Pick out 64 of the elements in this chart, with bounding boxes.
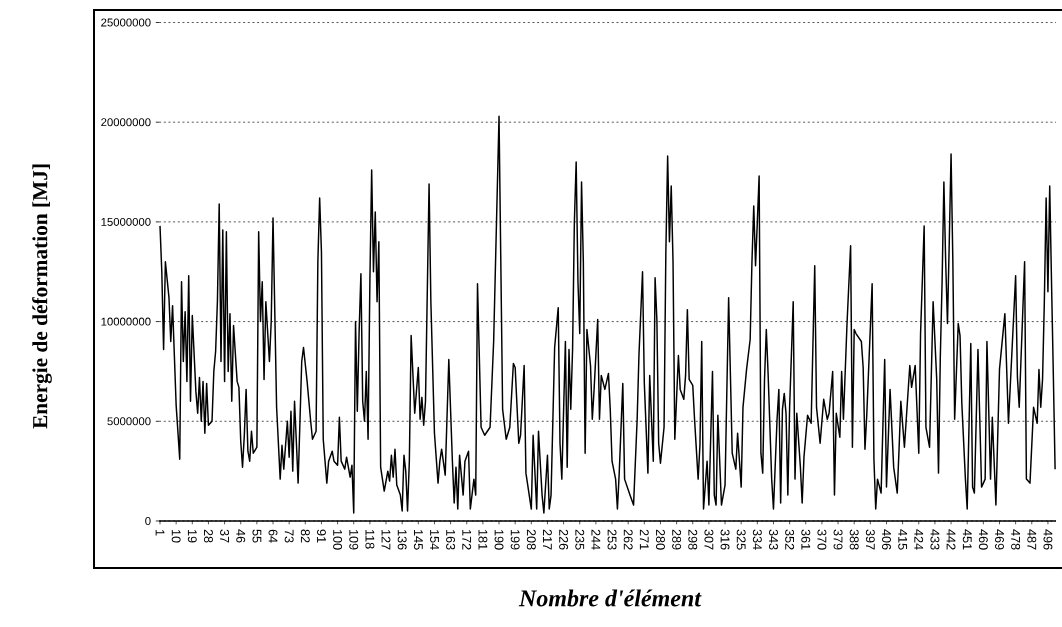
x-tick-label: 172: [462, 529, 472, 550]
x-tick-label: 460: [978, 529, 988, 550]
x-tick-label: 55: [252, 529, 262, 543]
x-tick-label: 406: [882, 529, 891, 550]
x-tick-label: 208: [526, 529, 536, 550]
x-tick-label: 217: [543, 529, 552, 550]
x-tick-label: 118: [365, 529, 375, 549]
x-tick-label: 253: [607, 529, 617, 550]
x-tick-label: 10: [171, 529, 181, 543]
x-tick-label: 145: [413, 529, 423, 550]
x-tick-label: 109: [349, 529, 359, 550]
x-tick-label: 415: [898, 529, 908, 550]
x-tick-label: 244: [591, 529, 601, 550]
x-tick-label: 370: [817, 529, 827, 550]
y-tick-label: 15000000: [101, 217, 151, 226]
x-tick-label: 433: [930, 529, 940, 550]
x-tick-label: 181: [478, 529, 488, 550]
x-tick-label: 46: [236, 529, 246, 543]
x-tick-label: 226: [559, 529, 569, 550]
x-tick-label: 478: [1011, 529, 1021, 550]
x-tick-label: 397: [865, 529, 875, 550]
x-tick-label: 37: [220, 529, 230, 543]
x-tick-label: 190: [494, 529, 504, 550]
x-tick-label: 1: [155, 529, 165, 536]
x-tick-label: 199: [510, 529, 520, 550]
x-tick-label: 64: [268, 529, 278, 543]
x-tick-label: 19: [187, 529, 197, 543]
x-tick-label: 361: [801, 529, 811, 550]
x-tick-label: 289: [672, 529, 682, 550]
x-tick-label: 82: [300, 529, 310, 543]
x-tick-label: 469: [995, 529, 1004, 550]
y-tick-label: 20000000: [101, 118, 151, 127]
x-tick-label: 235: [575, 529, 585, 550]
x-tick-label: 334: [752, 529, 762, 550]
x-tick-label: 451: [962, 529, 972, 550]
x-tick-label: 424: [914, 529, 924, 550]
x-tick-label: 271: [639, 529, 649, 550]
x-tick-label: 379: [833, 529, 843, 550]
y-axis-title: Energie de déformation [MJ]: [32, 164, 52, 429]
x-tick-label: 100: [333, 529, 343, 550]
y-tick-label: 0: [145, 516, 151, 525]
y-tick-label: 25000000: [101, 18, 151, 27]
y-tick-label: 10000000: [101, 317, 151, 326]
x-tick-label: 127: [381, 529, 391, 550]
x-tick-label: 307: [704, 529, 714, 550]
x-tick-label: 73: [284, 529, 294, 543]
y-tick-label: 5000000: [107, 417, 151, 426]
x-tick-label: 496: [1043, 529, 1053, 550]
x-tick-label: 298: [688, 529, 698, 550]
x-tick-label: 316: [720, 529, 730, 550]
x-tick-label: 388: [849, 529, 859, 550]
x-tick-label: 163: [446, 529, 456, 550]
x-tick-label: 352: [785, 529, 795, 550]
x-tick-label: 262: [623, 529, 633, 550]
x-tick-label: 136: [397, 529, 407, 550]
x-tick-label: 91: [316, 529, 326, 543]
x-tick-label: 325: [736, 529, 746, 550]
x-tick-label: 28: [203, 529, 213, 543]
x-tick-label: 280: [655, 529, 665, 550]
x-tick-label: 487: [1027, 529, 1037, 550]
x-tick-label: 442: [946, 529, 956, 550]
x-tick-label: 343: [768, 529, 778, 550]
x-tick-label: 154: [430, 529, 439, 550]
x-axis-title: Nombre d'élément: [518, 589, 702, 607]
